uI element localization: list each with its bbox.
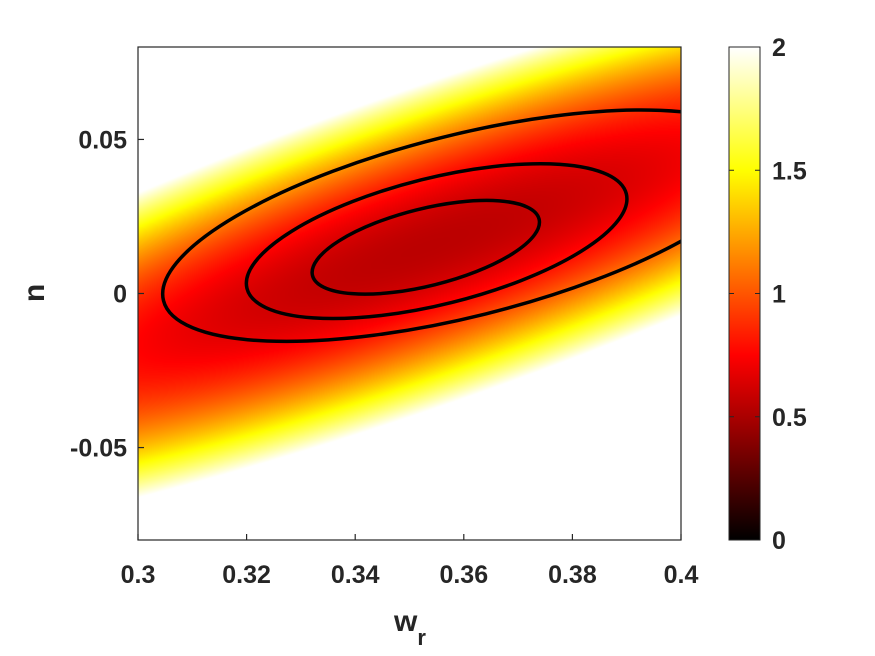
y-axis: 0.05 0 -0.05 bbox=[70, 126, 144, 463]
x-tick-label: 0.34 bbox=[331, 561, 380, 589]
x-tick-label: 0.32 bbox=[222, 561, 271, 589]
colorbar-tick-label: 1.5 bbox=[772, 157, 807, 185]
colorbar-tick-label: 0.5 bbox=[772, 404, 807, 432]
x-axis-title-main: w bbox=[393, 605, 418, 638]
colorbar-tick-label: 1 bbox=[772, 281, 786, 309]
colorbar-tick-label: 2 bbox=[772, 34, 786, 62]
y-tick-label: -0.05 bbox=[70, 435, 127, 463]
contour-line-3 bbox=[160, 108, 681, 344]
x-tick-label: 0.4 bbox=[664, 561, 699, 589]
y-tick-label: 0 bbox=[113, 281, 127, 309]
x-axis: 0.3 0.32 0.34 0.36 0.38 0.4 bbox=[121, 534, 699, 589]
colorbar: 0 0.5 1 1.5 2 bbox=[728, 34, 807, 555]
plot-area bbox=[137, 46, 682, 541]
colorbar-ticks: 0 0.5 1 1.5 2 bbox=[729, 34, 807, 555]
heatmap-raster bbox=[138, 47, 681, 540]
x-tick-label: 0.38 bbox=[548, 561, 597, 589]
x-tick-label: 0.36 bbox=[439, 561, 488, 589]
contour-line-2 bbox=[244, 161, 629, 321]
colorbar-tick-label: 0 bbox=[772, 527, 786, 555]
x-axis-title: wr bbox=[393, 605, 426, 650]
x-axis-title-subscript: r bbox=[417, 625, 426, 650]
y-tick-label: 0.05 bbox=[78, 126, 127, 154]
x-tick-label: 0.3 bbox=[121, 561, 156, 589]
contour-lines bbox=[160, 108, 681, 344]
y-axis-title: n bbox=[18, 284, 51, 302]
contour-line-1 bbox=[310, 198, 542, 296]
